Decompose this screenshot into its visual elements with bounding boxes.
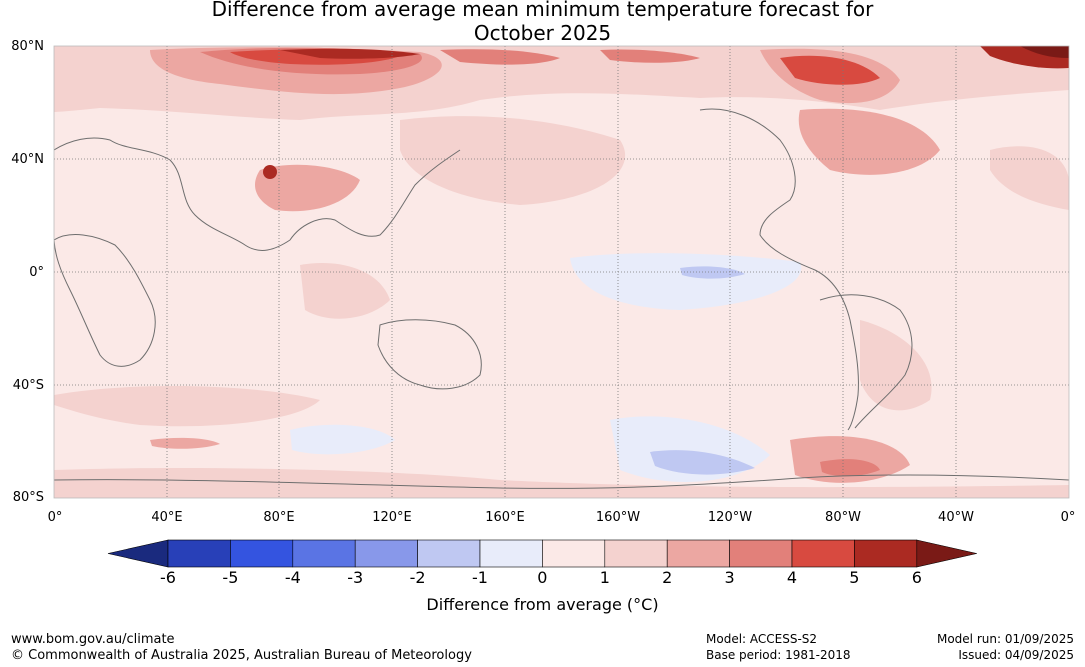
map-frame [53, 45, 1070, 499]
colorbar-bin-5 [479, 539, 543, 568]
colorbar-tick-label: 6 [911, 568, 922, 587]
footer-base-period: Base period: 1981-2018 [706, 648, 851, 662]
colorbar-extend-low [107, 539, 169, 568]
colorbar-bin-6 [542, 539, 606, 568]
coastlines [54, 108, 1069, 489]
coast-americas [699, 108, 859, 431]
colorbar-bin-8 [666, 539, 730, 568]
anomaly-zone-south-cool-1 [290, 424, 395, 455]
footer-model-run: Model run: 01/09/2025 [936, 632, 1074, 646]
colorbar-tick-label: 2 [662, 568, 673, 587]
anomaly-zone-siberia-4 [280, 48, 420, 59]
lon-label-120e: 120°E [372, 510, 412, 525]
colorbar-tick-label: -4 [284, 568, 301, 587]
anomaly-zone-south-atlantic-core [820, 459, 880, 477]
anomaly-zone-south-cool-3 [650, 450, 755, 475]
footer-issued: Issued: 04/09/2025 [958, 648, 1074, 662]
lat-label-80s: 80°S [12, 490, 44, 505]
anomaly-zone-hotspot [263, 165, 277, 179]
lat-label-40s: 40°S [12, 378, 44, 393]
anomaly-zone-south-2 [150, 437, 220, 449]
colorbar-bin-3 [354, 539, 418, 568]
footer-model: Model: ACCESS-S2 [706, 632, 818, 646]
lon-label-40e: 40°E [151, 510, 183, 525]
coast-africa [54, 234, 156, 367]
lon-label-160w: 160°W [595, 510, 641, 525]
colorbar-tick-label: -6 [160, 568, 176, 587]
anomaly-zone-indian-ocean [300, 263, 390, 319]
colorbar-bin-10 [791, 539, 855, 568]
colorbar-extend-high [916, 539, 977, 568]
lat-label-0: 0° [29, 265, 44, 280]
anomaly-zone-south-1 [54, 385, 320, 427]
map-title-line-2: October 2025 [473, 21, 612, 45]
colorbar-tick-label: -1 [472, 568, 488, 587]
colorbar-tick-label: 3 [724, 568, 735, 587]
map-title-line-1: Difference from average mean minimum tem… [211, 0, 874, 21]
colorbar-tick-label: -3 [347, 568, 364, 587]
footer-copyright: © Commonwealth of Australia 2025, Austra… [11, 648, 472, 663]
colorbar-bin-9 [729, 539, 793, 568]
lat-label-80n: 80°N [11, 39, 44, 54]
anomaly-zone-antarctic [54, 468, 1069, 498]
anomaly-zone-tibet [255, 164, 360, 212]
colorbar-bin-0 [167, 539, 231, 568]
colorbar-tick-label: 4 [786, 568, 798, 587]
coast-south-america [819, 294, 913, 429]
lon-label-160e: 160°E [485, 510, 525, 525]
lon-label-40w: 40°W [938, 510, 974, 525]
anomaly-zone-north-pacific [400, 116, 626, 205]
colorbar-bin-1 [230, 539, 294, 568]
lon-label-0-left: 0° [47, 510, 63, 525]
lon-label-0-right: 0° [1060, 510, 1076, 525]
colorbar-tick-label: 1 [599, 568, 610, 587]
anomaly-zone-greenland-2 [1020, 46, 1069, 58]
graticule [54, 46, 1069, 498]
anomaly-zone-south-america [860, 320, 932, 411]
anomaly-zone-canada-2 [780, 55, 880, 85]
anomaly-zone-cool-tropical-pacific [570, 253, 802, 310]
colorbar-tick-label: 5 [849, 568, 860, 587]
colorbar-bin-4 [417, 539, 481, 568]
lon-label-120w: 120°W [707, 510, 753, 525]
coast-eurasia [54, 137, 461, 251]
lat-label-40n: 40°N [11, 152, 44, 167]
anomaly-zone-cool-core [680, 266, 745, 279]
footer-website: www.bom.gov.au/climate [11, 632, 175, 647]
lon-label-80e: 80°E [263, 510, 295, 525]
anomaly-zone-north-2 [600, 49, 700, 63]
colorbar-bin-11 [854, 539, 918, 568]
colorbar-tick-label: -2 [409, 568, 426, 587]
coast-antarctica [54, 474, 1069, 489]
anomaly-zone-north-america [798, 108, 940, 175]
colorbar-bin-2 [292, 539, 356, 568]
anomaly-zone-north-1 [440, 49, 560, 65]
colorbar-bin-7 [604, 539, 668, 568]
colorbar-tick-label: 0 [537, 568, 548, 587]
colorbar-tick-label: -5 [222, 568, 239, 587]
anomaly-zone-north-atlantic [990, 146, 1069, 210]
colorbar-label: Difference from average (°C) [426, 595, 659, 614]
lon-label-80w: 80°W [825, 510, 861, 525]
coast-australia [377, 319, 482, 390]
